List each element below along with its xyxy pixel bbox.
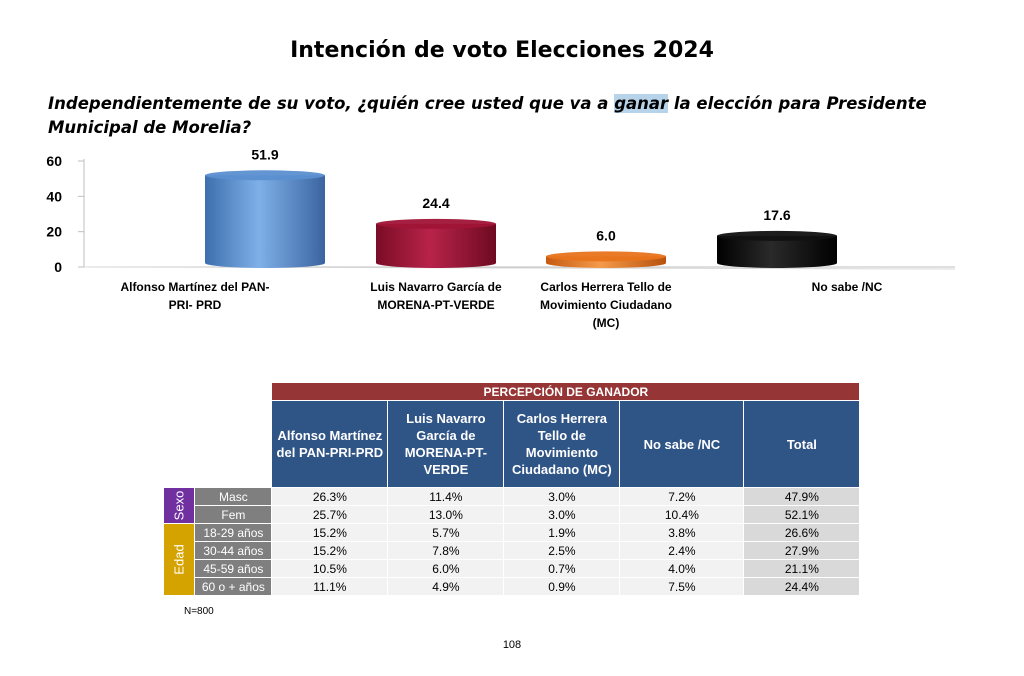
total-cell: 24.4% — [744, 578, 860, 595]
table-cell: 25.7% — [272, 506, 388, 523]
bar-top — [376, 218, 496, 229]
total-cell: 21.1% — [744, 560, 860, 577]
bar-top — [717, 230, 837, 241]
category-label: Luis Navarro García de — [370, 280, 502, 294]
group-label: Sexo — [164, 488, 195, 523]
table-cell: 6.0% — [388, 560, 504, 577]
table-cell: 1.9% — [504, 524, 620, 541]
table-cell: 15.2% — [272, 524, 388, 541]
bar-4 — [717, 230, 837, 268]
table-cell: 11.4% — [388, 488, 504, 505]
category-label: Carlos Herrera Tello de — [540, 280, 671, 294]
table-cell: 7.5% — [620, 578, 744, 595]
table-cell: 26.3% — [272, 488, 388, 505]
floor-edge — [83, 266, 956, 270]
row-label: 30-44 años — [195, 542, 272, 559]
table-cell: 5.7% — [388, 524, 504, 541]
y-tick-label: 0 — [54, 259, 62, 275]
table-cell: 10.5% — [272, 560, 388, 577]
table-row: Sexo Masc 26.3% 11.4% 3.0% 7.2% 47.9% — [164, 488, 860, 523]
table-cell: 7.2% — [620, 488, 744, 505]
column-header: Carlos Herrera Tello de Movimiento Ciuda… — [504, 401, 620, 487]
row-label: 18-29 años — [195, 524, 272, 541]
table-row: Fem 25.7% 13.0% 3.0% 10.4% 52.1% — [164, 506, 860, 523]
total-cell: 52.1% — [744, 506, 860, 523]
category-label: MORENA-PT-VERDE — [377, 298, 494, 312]
total-cell: 27.9% — [744, 542, 860, 559]
column-header: Alfonso Martínez del PAN-PRI-PRD — [272, 401, 388, 487]
category-label: (MC) — [593, 316, 620, 330]
bar-body — [717, 235, 837, 268]
table-cell: 11.1% — [272, 578, 388, 595]
bar-3 — [546, 251, 666, 268]
question-highlight: ganar — [614, 94, 669, 113]
page-title: Intención de voto Elecciones 2024 — [290, 38, 714, 63]
table-row: 30-44 años 15.2% 7.8% 2.5% 2.4% 27.9% — [164, 542, 860, 559]
question-text-start: Independientemente de su voto, ¿quién cr… — [48, 94, 615, 113]
table-cell: 2.4% — [620, 542, 744, 559]
bar-1 — [205, 170, 325, 268]
bar-top — [546, 251, 666, 262]
total-cell: 47.9% — [744, 488, 860, 505]
column-header: No sabe /NC — [620, 401, 744, 487]
table-cell: 3.8% — [620, 524, 744, 541]
sample-size-note: N=800 — [184, 606, 214, 617]
table-cell: 0.7% — [504, 560, 620, 577]
table-row: 45-59 años 10.5% 6.0% 0.7% 4.0% 21.1% — [164, 560, 860, 577]
data-label: 24.4 — [422, 195, 449, 211]
table-cell: 0.9% — [504, 578, 620, 595]
survey-question: Independientemente de su voto, ¿quién cr… — [48, 92, 968, 140]
bar-body — [205, 175, 325, 268]
table-cell: 10.4% — [620, 506, 744, 523]
table-cell: 7.8% — [388, 542, 504, 559]
table-cell: 15.2% — [272, 542, 388, 559]
bar-top — [205, 170, 325, 181]
table-cell: 3.0% — [504, 488, 620, 505]
y-tick-label: 40 — [46, 188, 62, 204]
row-label: Masc — [195, 488, 272, 505]
table-banner: PERCEPCIÓN DE GANADOR — [272, 383, 860, 400]
category-label: Alfonso Martínez del PAN- — [120, 280, 269, 294]
winner-perception-table: PERCEPCIÓN DE GANADOR Alfonso Martínez d… — [163, 382, 860, 596]
y-tick-label: 60 — [46, 153, 62, 169]
row-label: 60 o + años — [195, 578, 272, 595]
category-label: PRI- PRD — [169, 298, 222, 312]
table-cell: 3.0% — [504, 506, 620, 523]
table-cell: 4.9% — [388, 578, 504, 595]
data-label: 17.6 — [763, 207, 790, 223]
bar-body — [376, 223, 496, 268]
bar-chart: 0 20 40 60 51.9 Alfonso Martínez del PAN- PRI… — [46, 146, 956, 330]
total-cell: 26.6% — [744, 524, 860, 541]
column-header: Luis Navarro García de MORENA-PT-VERDE — [388, 401, 504, 487]
data-label: 51.9 — [251, 146, 278, 162]
y-tick-label: 20 — [46, 224, 62, 240]
table-cell: 4.0% — [620, 560, 744, 577]
table-row: 60 o + años 11.1% 4.9% 0.9% 7.5% 24.4% — [164, 578, 860, 595]
row-label: Fem — [195, 506, 272, 523]
question-text-end: la elección para Presidente Municipal de… — [48, 94, 927, 137]
table-cell: 2.5% — [504, 542, 620, 559]
page-number: 108 — [502, 639, 522, 651]
data-label: 6.0 — [596, 227, 616, 243]
table-row: Edad 18-29 años 15.2% 5.7% 1.9% 3.8% 26.6% — [164, 524, 860, 595]
group-label: Edad — [164, 524, 195, 595]
category-label: Movimiento Ciudadano — [540, 298, 672, 312]
row-label: 45-59 años — [195, 560, 272, 577]
column-header: Total — [744, 401, 860, 487]
table-cell: 13.0% — [388, 506, 504, 523]
bar-2 — [376, 218, 496, 268]
category-label: No sabe /NC — [812, 280, 883, 294]
